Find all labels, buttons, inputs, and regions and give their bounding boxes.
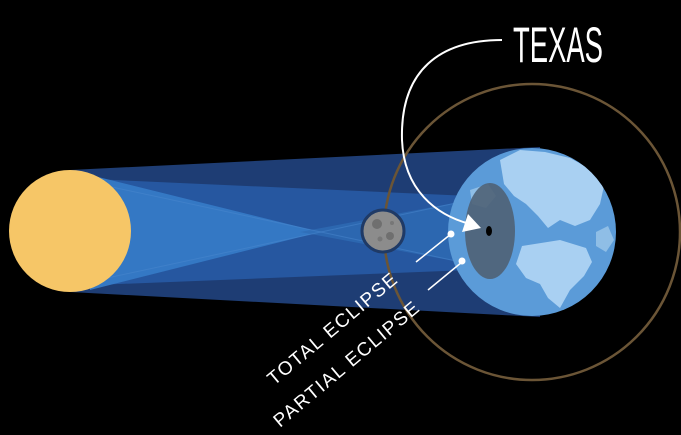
arrow-head [462,214,481,232]
moon-icon [360,208,406,254]
partial-eclipse-leader [427,261,463,291]
location-label: TEXAS [513,17,603,73]
continent-north [500,150,604,228]
partial-eclipse-dot [458,257,466,265]
total-eclipse-dot [447,230,455,238]
island-east [596,226,614,252]
umbra-shadow [486,226,492,236]
cone-edge-upper [69,177,471,265]
earth-icon [448,148,616,316]
cone-edge-lower [69,199,471,287]
inner-light-beam-upper [90,175,320,290]
total-eclipse-leader [415,233,452,263]
continent-texas [516,240,592,308]
curved-arrow-icon [400,39,503,225]
sun-icon [9,170,131,292]
